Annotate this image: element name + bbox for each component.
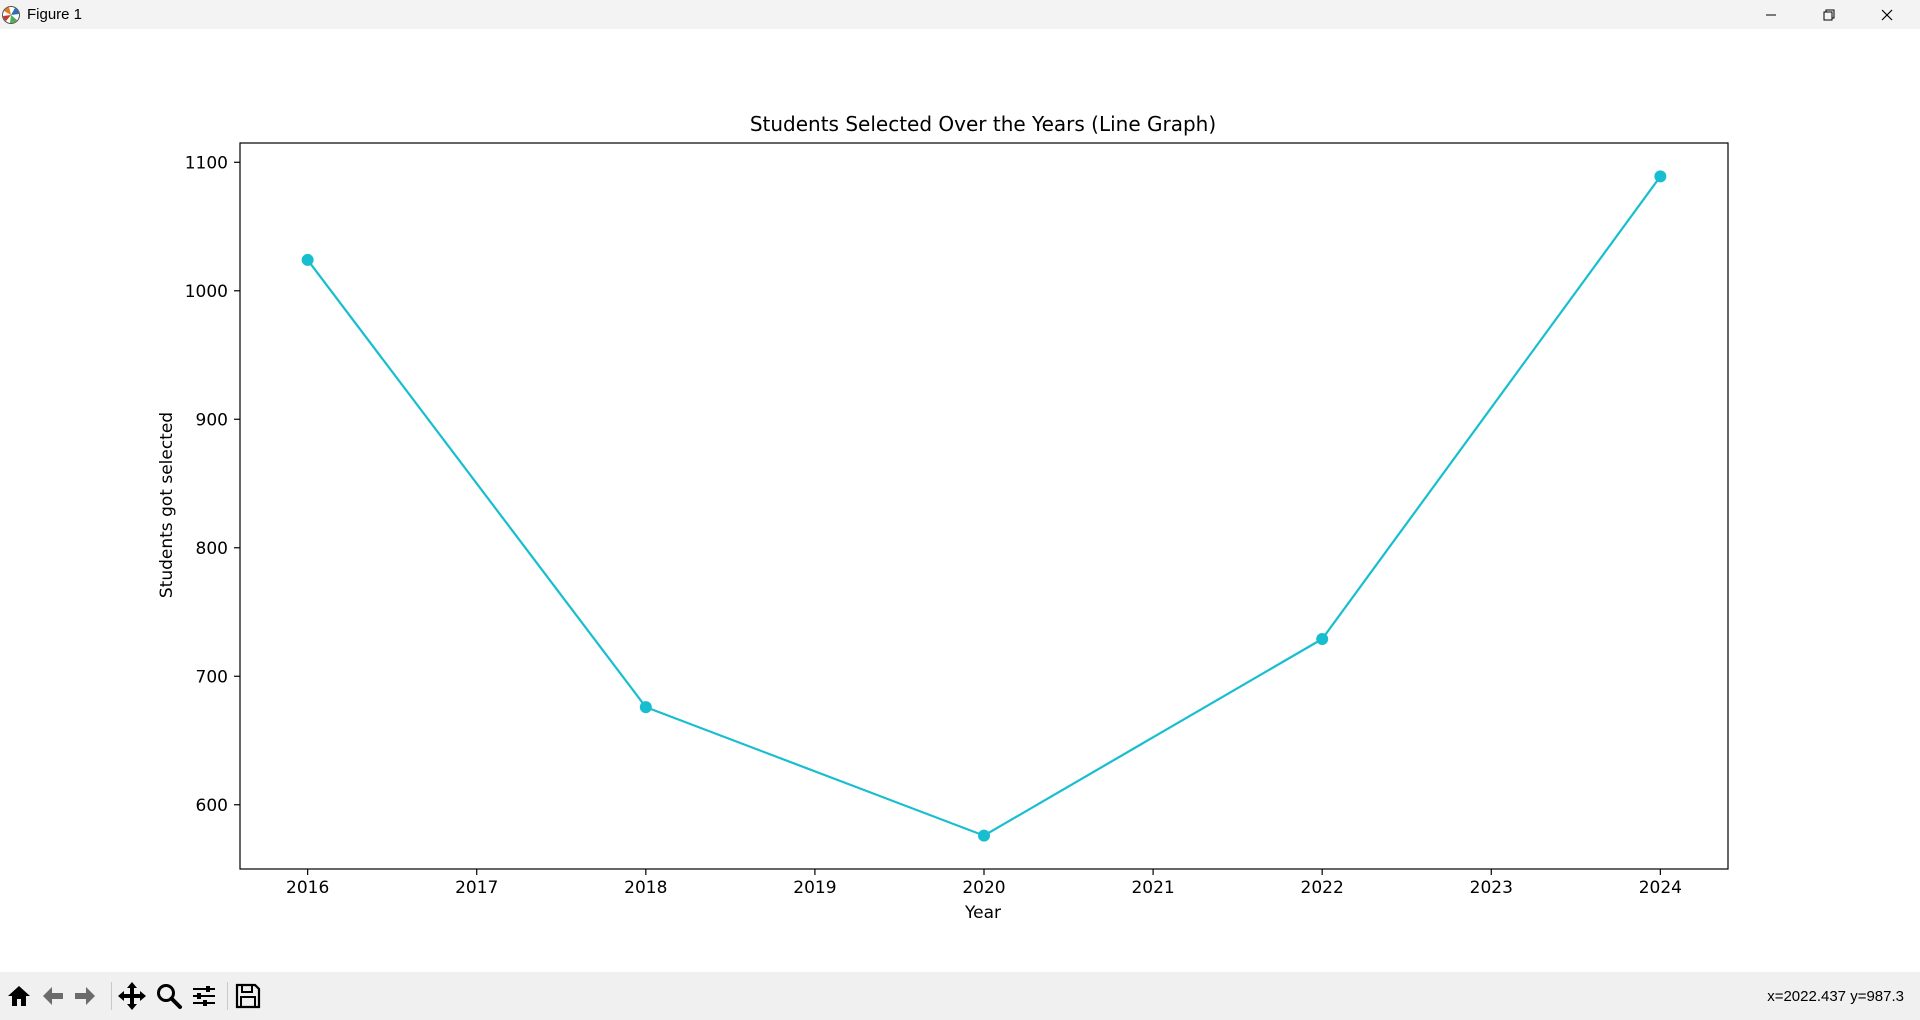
data-series [301,170,1667,842]
save-floppy-icon [235,983,261,1009]
x-tick-label: 2024 [1639,878,1682,898]
minimize-icon [1766,14,1776,15]
zoom-button[interactable] [153,980,185,1012]
back-button[interactable] [37,980,69,1012]
y-tick-label: 800 [196,539,228,559]
x-tick-label: 2016 [286,878,329,898]
minimize-button[interactable] [1742,0,1800,29]
configure-subplots-icon [193,986,215,1006]
data-point-marker [1654,170,1667,183]
navigation-toolbar: x=2022.437 y=987.3 [0,972,1920,1020]
window-titlebar: Figure 1 [0,0,1920,29]
y-axis-label: Students got selected [157,412,177,598]
toolbar-separator [227,982,228,1010]
y-tick-label: 700 [196,667,228,687]
configure-subplots-button[interactable] [188,980,220,1012]
x-tick-label: 2020 [962,878,1005,898]
toolbar-separator [111,982,112,1010]
x-tick-label: 2023 [1470,878,1513,898]
save-button[interactable] [232,980,264,1012]
series-line [306,175,1662,837]
x-tick-label: 2022 [1301,878,1344,898]
forward-arrow-icon [75,987,95,1005]
x-axis-label: Year [964,903,1001,923]
forward-button[interactable] [69,980,101,1012]
data-point-marker [978,829,990,842]
x-tick-label: 2021 [1131,878,1174,898]
y-tick-label: 600 [196,796,228,816]
chart-title: Students Selected Over the Years (Line G… [750,112,1216,136]
y-tick-label: 900 [196,410,228,430]
x-axis-ticks: 2016 2017 2018 2019 2020 2021 2022 2023 2024 [286,869,1682,898]
data-point-marker [301,253,314,266]
restore-icon [1823,9,1835,20]
data-point-marker [639,701,652,714]
plot-area-frame [239,142,1729,870]
y-axis-ticks: 600 700 800 900 1000 1100 [185,153,240,816]
home-button[interactable] [3,980,35,1012]
zoom-magnifier-icon [157,984,182,1009]
x-tick-label: 2017 [455,878,498,898]
y-tick-label: 1100 [185,153,228,173]
home-icon [8,986,30,1006]
figure-canvas[interactable]: Students Selected Over the Years (Line G… [0,29,1920,972]
back-arrow-icon [43,987,63,1005]
x-tick-label: 2019 [793,878,836,898]
window-title: Figure 1 [27,6,83,23]
y-tick-label: 1000 [185,282,228,302]
line-chart: Students Selected Over the Years (Line G… [157,112,1729,923]
close-button[interactable] [1858,0,1916,29]
close-icon [1881,9,1893,20]
x-tick-label: 2018 [624,878,667,898]
cursor-coordinates: x=2022.437 y=987.3 [1767,988,1904,1005]
pan-button[interactable] [116,980,148,1012]
data-point-marker [1316,632,1329,645]
restore-button[interactable] [1800,0,1858,29]
matplotlib-icon [2,6,20,24]
pan-move-icon [118,982,146,1010]
